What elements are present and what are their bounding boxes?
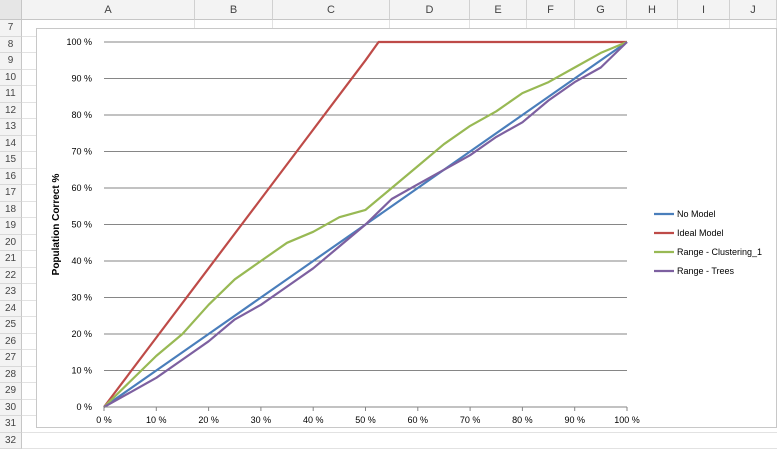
y-gridlines bbox=[104, 42, 627, 371]
x-tick-label: 90 % bbox=[564, 415, 585, 425]
column-header-f[interactable]: F bbox=[527, 0, 575, 20]
x-tick-label: 30 % bbox=[251, 415, 272, 425]
row-header-17[interactable]: 17 bbox=[0, 185, 22, 202]
y-tick-label: 70 % bbox=[71, 147, 92, 157]
row-header-8[interactable]: 8 bbox=[0, 37, 22, 54]
legend-label: Range - Clustering_1 bbox=[677, 247, 762, 257]
row-header-13[interactable]: 13 bbox=[0, 119, 22, 136]
row-header-31[interactable]: 31 bbox=[0, 416, 22, 433]
select-all-corner[interactable] bbox=[0, 0, 22, 20]
row-header-10[interactable]: 10 bbox=[0, 70, 22, 87]
row-header-23[interactable]: 23 bbox=[0, 284, 22, 301]
x-tick-label: 20 % bbox=[198, 415, 219, 425]
column-header-g[interactable]: G bbox=[575, 0, 627, 20]
x-tick-label: 100 % bbox=[614, 415, 640, 425]
y-tick-label: 50 % bbox=[71, 220, 92, 230]
y-tick-label: 80 % bbox=[71, 110, 92, 120]
y-tick-label: 90 % bbox=[71, 74, 92, 84]
row-header-14[interactable]: 14 bbox=[0, 136, 22, 153]
legend-label: Ideal Model bbox=[677, 228, 724, 238]
x-tick-label: 50 % bbox=[355, 415, 376, 425]
x-tick-label: 0 % bbox=[96, 415, 112, 425]
legend-entry[interactable]: Ideal Model bbox=[654, 228, 724, 238]
row-header-25[interactable]: 25 bbox=[0, 317, 22, 334]
y-tick-label: 10 % bbox=[71, 366, 92, 376]
legend-label: Range - Trees bbox=[677, 266, 735, 276]
row-header-29[interactable]: 29 bbox=[0, 383, 22, 400]
legend-entry[interactable]: Range - Clustering_1 bbox=[654, 247, 762, 257]
row-header-32[interactable]: 32 bbox=[0, 433, 22, 449]
row-gridline bbox=[22, 432, 777, 433]
column-header-d[interactable]: D bbox=[390, 0, 470, 20]
y-tick-label: 60 % bbox=[71, 183, 92, 193]
row-header-11[interactable]: 11 bbox=[0, 86, 22, 103]
column-header-c[interactable]: C bbox=[273, 0, 390, 20]
row-header-16[interactable]: 16 bbox=[0, 169, 22, 186]
legend-entry[interactable]: No Model bbox=[654, 209, 716, 219]
row-header-21[interactable]: 21 bbox=[0, 251, 22, 268]
row-header-19[interactable]: 19 bbox=[0, 218, 22, 235]
y-tick-label: 30 % bbox=[71, 293, 92, 303]
y-tick-label: 100 % bbox=[66, 37, 92, 47]
x-tick-label: 10 % bbox=[146, 415, 167, 425]
x-tick-labels: 0 % 10 % 20 % 30 % 40 % 50 % 60 % 70 % 80 % 90 % 1… bbox=[96, 407, 640, 425]
column-header-h[interactable]: H bbox=[627, 0, 678, 20]
y-tick-labels: 0 % 10 % 20 % 30 % 40 % 50 % 60 % 70 % 80 % 90 % 1… bbox=[66, 37, 92, 412]
chart-object[interactable]: 0 % 10 % 20 % 30 % 40 % 50 % 60 % 70 % 80 % 90 % 1… bbox=[36, 28, 777, 428]
row-header-20[interactable]: 20 bbox=[0, 235, 22, 252]
y-tick-label: 40 % bbox=[71, 256, 92, 266]
column-header-e[interactable]: E bbox=[470, 0, 527, 20]
row-header-15[interactable]: 15 bbox=[0, 152, 22, 169]
x-tick-label: 60 % bbox=[408, 415, 429, 425]
row-header-9[interactable]: 9 bbox=[0, 53, 22, 70]
row-header-22[interactable]: 22 bbox=[0, 268, 22, 285]
x-tick-label: 80 % bbox=[512, 415, 533, 425]
y-tick-label: 20 % bbox=[71, 329, 92, 339]
row-header-12[interactable]: 12 bbox=[0, 103, 22, 120]
row-header-24[interactable]: 24 bbox=[0, 301, 22, 318]
y-axis-title: Population Correct % bbox=[51, 174, 62, 276]
x-tick-label: 70 % bbox=[460, 415, 481, 425]
row-header-18[interactable]: 18 bbox=[0, 202, 22, 219]
y-tick-label: 0 % bbox=[76, 402, 92, 412]
x-tick-label: 40 % bbox=[303, 415, 324, 425]
column-header-b[interactable]: B bbox=[195, 0, 273, 20]
row-header-27[interactable]: 27 bbox=[0, 350, 22, 367]
column-header-a[interactable]: A bbox=[22, 0, 195, 20]
column-header-j[interactable]: J bbox=[730, 0, 777, 20]
lift-chart: 0 % 10 % 20 % 30 % 40 % 50 % 60 % 70 % 80 % 90 % 1… bbox=[37, 29, 777, 429]
row-header-30[interactable]: 30 bbox=[0, 400, 22, 417]
row-header-28[interactable]: 28 bbox=[0, 367, 22, 384]
legend: No Model Ideal Model Range - Clustering_1 R… bbox=[654, 209, 762, 276]
column-header-i[interactable]: I bbox=[678, 0, 730, 20]
row-header-7[interactable]: 7 bbox=[0, 20, 22, 37]
legend-entry[interactable]: Range - Trees bbox=[654, 266, 735, 276]
legend-label: No Model bbox=[677, 209, 716, 219]
row-header-26[interactable]: 26 bbox=[0, 334, 22, 351]
